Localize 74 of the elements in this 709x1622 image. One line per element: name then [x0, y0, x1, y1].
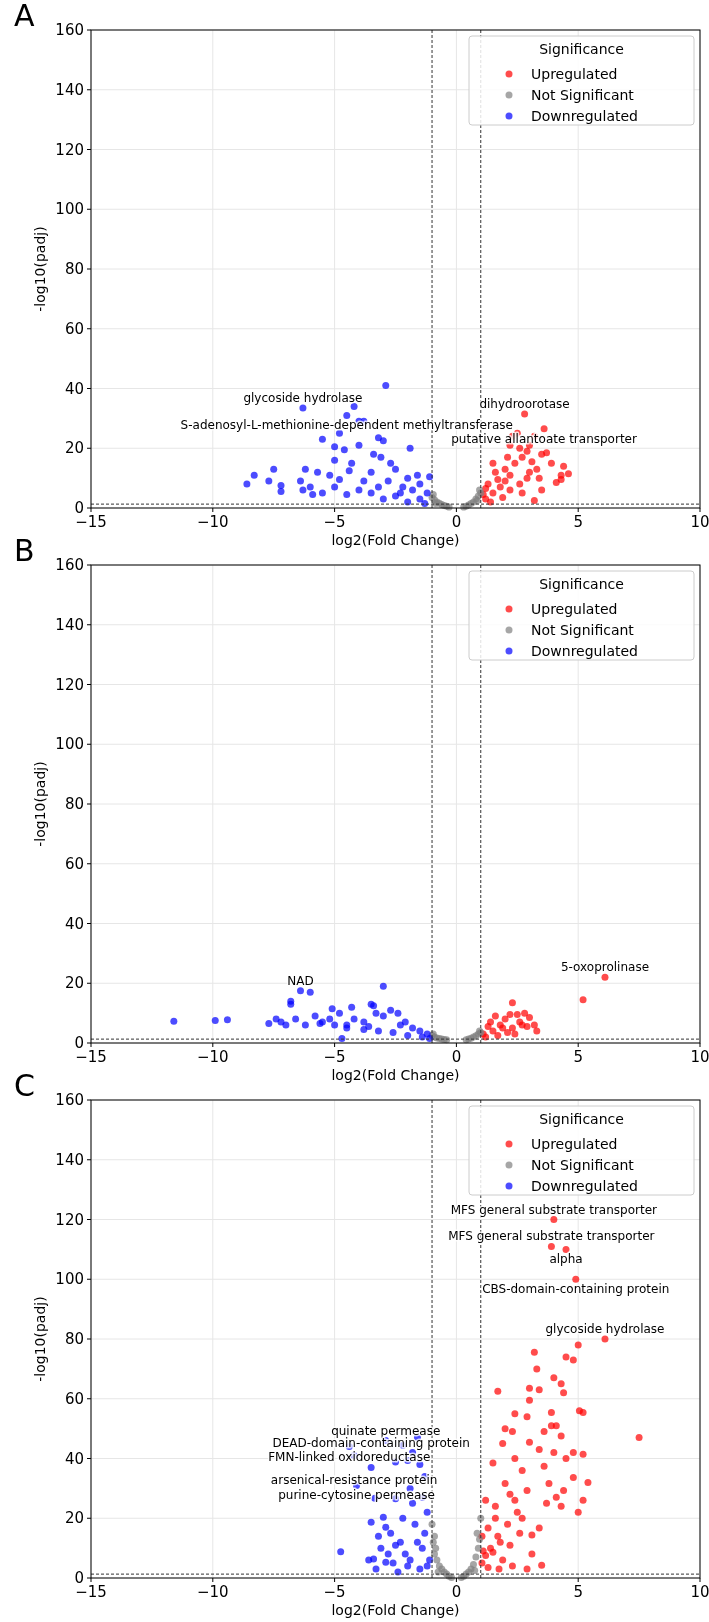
x-tick-label: 5	[573, 1048, 583, 1066]
y-tick-label: 140	[55, 615, 84, 634]
legend-label: Not Significant	[531, 622, 635, 638]
annotation: glycoside hydrolase	[545, 1322, 665, 1336]
y-tick-label: 40	[64, 379, 84, 398]
annotation: dihydroorotase	[479, 396, 570, 411]
y-tick-label: 20	[64, 1509, 84, 1528]
y-axis-title: -log10(padj)	[32, 226, 48, 312]
y-tick-label: 20	[64, 974, 84, 993]
annotation: S-adenosyl-L-methionine-dependent methyltransferase	[180, 418, 513, 433]
legend-label: Not Significant	[531, 87, 635, 103]
y-tick-label: 100	[55, 1270, 84, 1289]
annotation: alpha	[549, 1252, 583, 1267]
y-tick-label: 60	[64, 854, 84, 873]
y-tick-label: 120	[55, 1210, 84, 1229]
annotation: quinate permease	[331, 1423, 441, 1438]
chart-title: A	[14, 0, 35, 33]
x-tick-label: 0	[451, 513, 462, 531]
x-tick-label: 5	[573, 1583, 583, 1601]
x-tick-label: 10	[690, 1048, 709, 1066]
legend-label: Not Significant	[531, 1157, 635, 1173]
annotation: purine-cytosine permease	[278, 1488, 435, 1503]
y-tick-label: 160	[55, 556, 84, 574]
legend-title: Significance	[539, 576, 624, 592]
x-tick-label: 0	[451, 1048, 462, 1066]
y-axis-title: -log10(padj)	[32, 761, 48, 847]
annotation: putative allantoate transporter	[451, 431, 637, 446]
x-tick-label: −5	[323, 1583, 346, 1601]
legend-label: Upregulated	[531, 1136, 618, 1152]
x-tick-label: −5	[323, 1048, 346, 1066]
legend-label: Downregulated	[531, 643, 638, 659]
annotation: NAD	[287, 973, 314, 988]
chart-title: C	[14, 1068, 35, 1103]
y-tick-label: 160	[55, 21, 84, 39]
x-tick-label: 0	[451, 1583, 462, 1601]
annotation: glycoside hydrolase	[243, 390, 363, 405]
legend-label: Upregulated	[531, 66, 618, 82]
x-axis-title: log2(Fold Change)	[331, 532, 460, 548]
y-tick-label: 80	[64, 1330, 84, 1348]
y-tick-label: 120	[55, 675, 84, 694]
y-tick-label: 60	[64, 1389, 84, 1408]
legend-label: Downregulated	[531, 1178, 638, 1194]
x-tick-label: 10	[690, 513, 709, 531]
x-tick-label: 5	[573, 513, 583, 531]
y-tick-label: 80	[64, 795, 84, 813]
chart-title: B	[14, 533, 35, 568]
y-axis-title: -log10(padj)	[32, 1296, 48, 1382]
annotation: MFS general substrate transporter	[448, 1229, 655, 1244]
x-tick-label: −10	[196, 1583, 229, 1601]
y-tick-label: 20	[64, 439, 84, 458]
legend-label: Downregulated	[531, 108, 638, 124]
y-tick-label: 160	[55, 1091, 84, 1109]
y-tick-label: 60	[64, 319, 84, 338]
x-tick-label: −10	[196, 1048, 229, 1066]
y-tick-label: 100	[55, 735, 84, 754]
y-tick-label: 40	[64, 914, 84, 933]
annotation: MFS general substrate transporter	[450, 1202, 658, 1217]
y-tick-label: 140	[55, 80, 84, 99]
x-tick-label: 10	[690, 1583, 709, 1601]
y-tick-label: 40	[64, 1449, 84, 1468]
x-tick-label: −10	[196, 513, 229, 531]
y-tick-label: 100	[55, 200, 84, 219]
x-axis-title: log2(Fold Change)	[331, 1067, 460, 1083]
x-tick-label: −5	[323, 513, 346, 531]
annotation: arsenical-resistance protein	[270, 1472, 438, 1487]
annotation: 5-oxoprolinase	[560, 960, 650, 975]
annotation: CBS-domain-containing protein	[482, 1282, 670, 1297]
y-tick-label: 80	[64, 260, 84, 278]
y-tick-label: 120	[55, 140, 84, 159]
y-tick-label: 140	[55, 1150, 84, 1169]
legend-title: Significance	[539, 1111, 624, 1127]
legend-title: Significance	[539, 41, 624, 57]
x-axis-title: log2(Fold Change)	[331, 1602, 460, 1618]
legend-label: Upregulated	[531, 601, 618, 617]
